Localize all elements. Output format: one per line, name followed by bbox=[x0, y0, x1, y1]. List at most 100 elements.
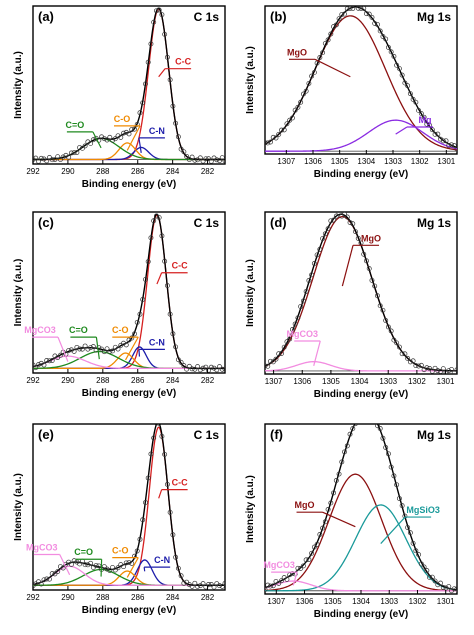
data-point bbox=[107, 134, 113, 140]
data-point bbox=[101, 349, 107, 355]
data-point bbox=[96, 345, 102, 351]
data-point bbox=[222, 366, 225, 372]
data-point bbox=[137, 311, 143, 317]
x-tick-label: 1303 bbox=[379, 377, 397, 386]
data-point bbox=[123, 129, 129, 135]
data-point bbox=[451, 586, 457, 592]
peak-c-c bbox=[33, 426, 225, 586]
y-axis-title: Intensity (a.u.) bbox=[13, 473, 24, 541]
data-point bbox=[410, 358, 416, 364]
data-point bbox=[33, 365, 39, 371]
x-axis-title: Binding energy (eV) bbox=[82, 179, 176, 190]
data-point bbox=[353, 424, 358, 427]
data-point bbox=[151, 435, 157, 441]
peak-c-c bbox=[33, 8, 225, 161]
annotation-c-n: C-N bbox=[149, 126, 165, 136]
annotation-mgco3: MgCO3 bbox=[287, 329, 319, 339]
x-axis-title: Binding energy (eV) bbox=[82, 605, 176, 616]
data-point bbox=[175, 565, 181, 571]
data-point bbox=[268, 583, 273, 589]
panel-title: Mg 1s bbox=[417, 428, 451, 442]
data-point bbox=[388, 328, 394, 334]
annotation-arrow bbox=[138, 349, 141, 357]
y-axis-title: Intensity (a.u.) bbox=[245, 46, 256, 114]
annotation-arrow bbox=[314, 58, 351, 78]
data-point bbox=[159, 233, 165, 239]
x-tick-label: 284 bbox=[166, 167, 180, 176]
curve-layer bbox=[265, 6, 457, 152]
data-point bbox=[410, 540, 416, 546]
data-point bbox=[449, 366, 454, 372]
data-point bbox=[38, 360, 44, 366]
data-point bbox=[377, 426, 383, 431]
data-point bbox=[49, 157, 55, 163]
data-point bbox=[129, 127, 135, 132]
data-point bbox=[270, 359, 276, 365]
x-tick-label: 1307 bbox=[267, 597, 285, 606]
data-point bbox=[446, 143, 452, 148]
data-point bbox=[377, 303, 383, 309]
data-point bbox=[273, 356, 279, 362]
data-point bbox=[222, 158, 225, 164]
annotation-arrow bbox=[100, 559, 103, 577]
data-point bbox=[440, 366, 446, 372]
x-tick-label: 290 bbox=[61, 167, 75, 176]
data-point bbox=[173, 120, 179, 126]
data-point bbox=[366, 11, 372, 17]
data-point bbox=[284, 121, 290, 127]
data-point bbox=[320, 50, 326, 56]
data-point bbox=[132, 126, 137, 132]
data-point bbox=[394, 62, 400, 68]
annotation-c-c: C-C bbox=[172, 478, 188, 488]
data-point bbox=[153, 213, 159, 219]
data-point bbox=[438, 580, 443, 586]
data-point bbox=[38, 581, 44, 587]
data-point bbox=[289, 571, 295, 577]
data-point bbox=[167, 509, 173, 515]
x-tick-label: 1301 bbox=[437, 157, 455, 166]
data-point bbox=[143, 81, 148, 87]
data-point bbox=[303, 288, 309, 294]
data-point bbox=[148, 41, 154, 47]
data-point bbox=[181, 149, 187, 155]
data-point bbox=[270, 134, 276, 140]
data-point bbox=[306, 557, 312, 562]
data-point bbox=[418, 561, 424, 567]
data-point bbox=[200, 581, 206, 587]
data-point bbox=[394, 482, 400, 488]
data-point bbox=[214, 367, 220, 373]
data-point bbox=[416, 552, 422, 558]
x-tick-label: 1303 bbox=[380, 597, 398, 606]
plot-frame bbox=[32, 5, 226, 165]
data-point bbox=[189, 583, 195, 589]
x-tick-label: 1304 bbox=[351, 377, 369, 386]
data-point bbox=[295, 565, 301, 571]
data-point bbox=[143, 276, 148, 282]
data-point bbox=[71, 348, 77, 354]
data-point bbox=[314, 252, 320, 258]
y-axis-title: Intensity (a.u.) bbox=[13, 51, 24, 119]
data-point bbox=[279, 127, 284, 133]
data-point bbox=[320, 236, 326, 242]
annotation-arrow bbox=[292, 571, 298, 586]
annotation-arrow bbox=[156, 272, 163, 285]
data-point bbox=[265, 140, 271, 146]
annotation-mgo: MgO bbox=[287, 47, 307, 57]
data-point bbox=[115, 133, 121, 139]
curve-layer bbox=[33, 424, 225, 590]
data-point bbox=[110, 564, 115, 570]
data-point bbox=[85, 562, 91, 568]
data-point bbox=[451, 370, 457, 374]
data-point bbox=[173, 344, 179, 350]
data-point bbox=[104, 346, 110, 352]
x-tick-label: 286 bbox=[131, 593, 145, 602]
data-point bbox=[347, 220, 353, 225]
plot-frame bbox=[32, 211, 226, 374]
data-point bbox=[208, 158, 214, 164]
x-tick-label: 282 bbox=[201, 376, 215, 385]
data-point bbox=[369, 14, 375, 20]
panel-label: (c) bbox=[38, 215, 54, 230]
data-point bbox=[137, 536, 143, 542]
panel-d: 1307 1306 1305 1304 1303 1302 1301 Binding ener… bbox=[245, 211, 458, 400]
data-point bbox=[126, 131, 132, 137]
